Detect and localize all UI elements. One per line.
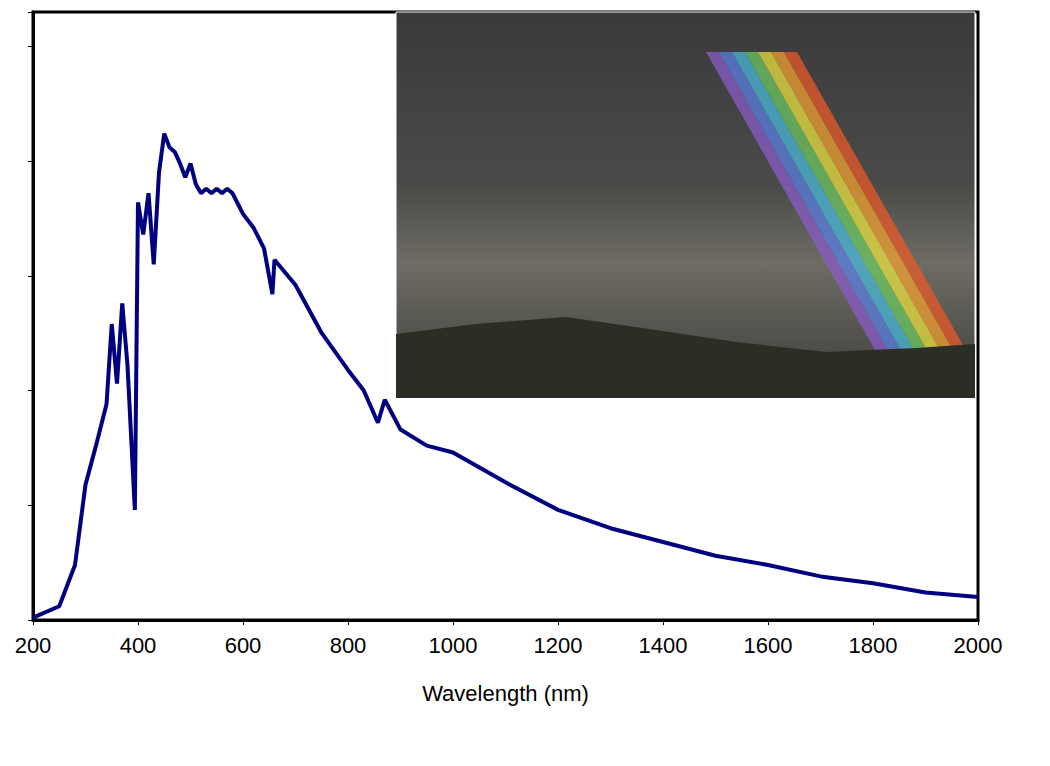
svg-text:1600: 1600 [744,633,793,658]
svg-text:400: 400 [120,633,157,658]
svg-text:200: 200 [15,633,52,658]
svg-text:1400: 1400 [639,633,688,658]
svg-text:1200: 1200 [534,633,583,658]
svg-text:600: 600 [225,633,262,658]
svg-text:800: 800 [330,633,367,658]
svg-text:2000: 2000 [954,633,1003,658]
svg-text:Wavelength (nm): Wavelength (nm) [422,681,589,706]
svg-text:1800: 1800 [849,633,898,658]
svg-text:1000: 1000 [429,633,478,658]
